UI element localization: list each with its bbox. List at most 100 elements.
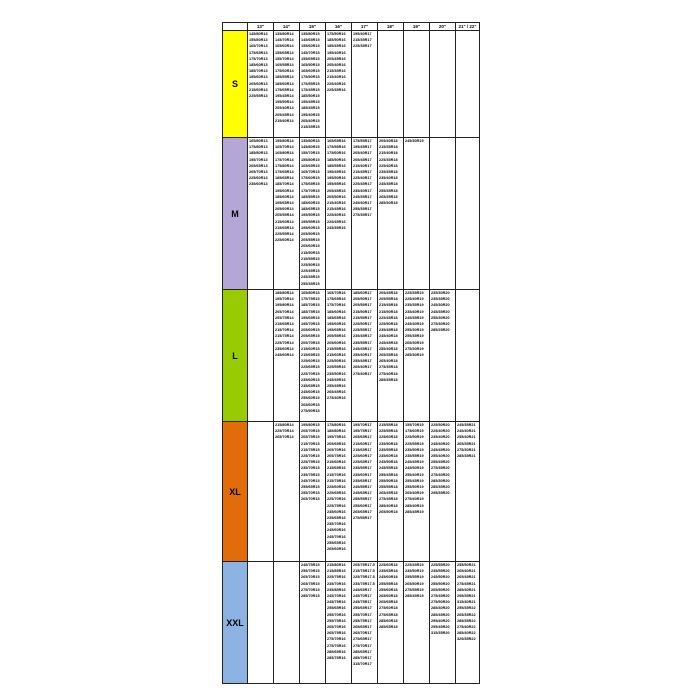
tire-size: 155/70R15: [301, 151, 320, 156]
tire-size: 275/40R17: [353, 371, 372, 376]
tire-size: 215/75R17.5: [353, 569, 375, 574]
tire-size: 245/75R15: [301, 563, 320, 567]
tire-size: 195/40R16: [327, 50, 346, 55]
tire-size: 205/45R18: [379, 291, 398, 295]
tire-size: 205/45R17: [353, 157, 372, 162]
tire-size: 285/40R20: [431, 606, 450, 611]
tire-size: 235/35R19: [405, 303, 424, 308]
tire-size: 235/45R18: [379, 328, 398, 333]
tire-size: 225/70R14: [275, 429, 294, 434]
column-header: 20": [429, 22, 456, 31]
tire-size: 245/45R16: [327, 377, 346, 382]
tire-size: 215/80R16: [327, 563, 346, 567]
tire-size: 195/50R16: [327, 176, 346, 181]
tire-size: 215/60R16: [327, 353, 346, 358]
cell-list: [249, 291, 273, 421]
tire-size: 245/55R18: [379, 466, 398, 471]
tire-size: 275/40R22: [457, 625, 476, 630]
tire-size: 245/50R18: [379, 460, 398, 465]
tire-size: 205/75R17.5: [353, 563, 375, 567]
tire-size: 315/40R21: [457, 600, 476, 605]
tire-size: 185/75R15: [301, 309, 320, 314]
cell-list: 155/80R14 165/70R14 165/80R14 175/70R14 175/…: [275, 139, 299, 289]
size-cell: 155/70R19 175/60R19 225/50R19 225/55R19 235/…: [403, 421, 430, 562]
tire-size: 205/45R16: [327, 56, 346, 61]
tire-size: 225/55R16: [327, 365, 346, 370]
tire-size: 215/80R14: [275, 423, 294, 427]
tire-size: 275/55R19: [405, 587, 424, 592]
tire-size: 195/70R17: [353, 423, 372, 427]
tire-size: 165/60R15: [301, 69, 320, 74]
tire-size: 225/75R16: [327, 503, 346, 508]
tire-size: 195/70R15: [301, 322, 320, 327]
tire-size: 245/70R17: [353, 594, 372, 599]
tire-size: 235/40R18: [379, 176, 398, 181]
tire-size: 265/70R14: [275, 435, 294, 440]
tire-size: 275/30R19: [405, 346, 424, 351]
tire-size: 155/65R15: [301, 56, 320, 61]
tire-size: 155/80R15: [301, 157, 320, 162]
size-cell: 225/60R18 235/65R18 245/60R18 255/55R18 255/…: [377, 561, 404, 684]
tire-size: 225/65R16: [327, 491, 346, 496]
tire-size: 255/70R17: [353, 612, 372, 617]
cell-list: 195/40R17 215/35R17 225/35R17: [353, 32, 377, 137]
tire-size: 225/50R18: [379, 322, 398, 327]
tire-size: 245/35R15: [301, 275, 320, 280]
tire-size: 285/40R22: [457, 631, 476, 636]
tire-size: 285/25R20: [431, 328, 450, 333]
tire-size: 195/60R14: [275, 188, 294, 193]
tire-size: 255/60R15: [301, 396, 320, 401]
tire-size: 265/65R18: [379, 600, 398, 605]
cell-list: [457, 291, 479, 421]
tire-size: 235/55R17: [353, 466, 372, 471]
tire-size: 225/50R19: [405, 435, 424, 440]
tire-size: 255/40R20: [431, 454, 450, 459]
tire-size: 235/45R17: [353, 334, 372, 339]
cell-list: 175/80R16 185/80R16 195/75R16 205/65R16 205/…: [327, 423, 351, 561]
size-cell: 245/30R19: [403, 137, 430, 290]
size-row: XXL 245/75R15 255/70R15 265/70R15 265/75R15 2…: [222, 561, 480, 684]
tire-size: 185/50R16: [327, 38, 346, 43]
tire-size: 275/40R18: [379, 371, 398, 376]
tire-size: 225/70R15: [301, 371, 320, 376]
tire-size: 235/65R17: [353, 478, 372, 483]
tire-size: 235/60R13: [249, 182, 268, 187]
tire-size: 265/75R15: [301, 581, 320, 586]
tire-size: 235/60R17: [353, 472, 372, 477]
tire-size: 205/65R17: [353, 435, 372, 440]
size-cell: 145/80R13 155/80R13 165/70R13 175/65R13 175/…: [247, 30, 274, 138]
tire-size: 235/35R20: [431, 297, 450, 302]
tire-size: 175/80R14: [275, 163, 294, 168]
tire-size: 235/55R20: [431, 569, 450, 574]
tire-size: 225/50R15: [301, 263, 320, 268]
size-cell: [429, 137, 456, 290]
tire-size: 245/40R20: [431, 441, 450, 446]
tire-size: 265/70R16: [327, 625, 346, 630]
tire-size: 165/70R15: [301, 170, 320, 175]
tire-size: 275/70R15: [301, 587, 320, 592]
tire-size: 265/65R17: [353, 509, 372, 514]
tire-size: 175/65R14: [275, 170, 294, 175]
tire-size: 205/40R17: [353, 151, 372, 156]
tire-size: 295/35R20: [431, 491, 450, 496]
cell-list: 235/30R20 235/35R20 245/30R20 245/35R20 255/…: [431, 291, 455, 421]
tire-size: 245/55R17: [353, 485, 372, 490]
tire-size: 285/40R18: [379, 503, 398, 508]
tire-size: 225/35R17: [353, 44, 372, 49]
cell-list: 255/50R21 265/40R21 265/45R21 275/45R21 285/…: [457, 563, 479, 683]
cell-list: 175/50R16 185/50R16 185/45R16 195/40R16 205/…: [327, 32, 351, 137]
tire-size: 195/65R16: [327, 328, 346, 333]
column-header: 13": [247, 22, 274, 31]
size-cell: [429, 30, 456, 138]
tire-size: 315/70R17: [353, 662, 372, 667]
tire-size: 195/45R17: [353, 145, 372, 150]
tire-size: 205/70R13: [249, 170, 268, 175]
header-row: 13" 14" 15" 16" 17" 18" 19" 20" 21" / 22": [222, 22, 480, 31]
tire-size: 245/35R20: [431, 309, 450, 314]
size-label: XL: [222, 421, 248, 562]
tire-size: 285/30R19: [405, 353, 424, 358]
cell-list: 195/70R17 195/75R17 205/65R17 215/60R17 215/…: [353, 423, 377, 561]
tire-size: 265/35R18: [379, 194, 398, 199]
size-cell: [273, 561, 300, 684]
tire-size: 275/30R20: [431, 322, 450, 327]
